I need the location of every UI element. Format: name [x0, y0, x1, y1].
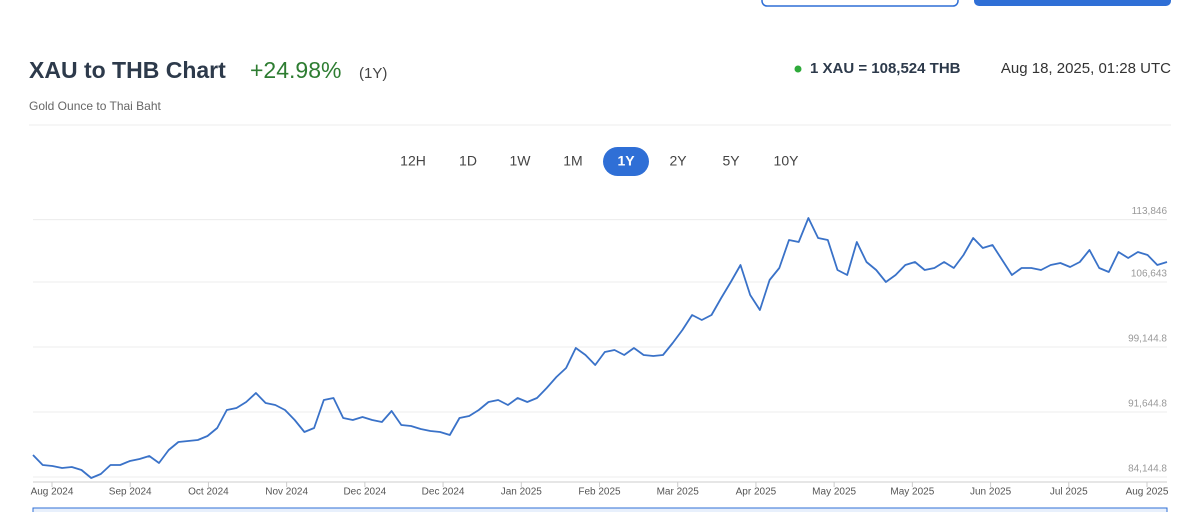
y-tick-label: 106,643	[1131, 269, 1168, 280]
x-tick-label: Oct 2024	[188, 487, 229, 498]
x-tick-label: Jul 2025	[1050, 487, 1088, 498]
tab[interactable]: 10Y	[774, 153, 800, 169]
rate: 1 XAU = 108,524 THB	[810, 60, 961, 77]
tab[interactable]: 12H	[400, 153, 426, 169]
tab[interactable]: 1D	[459, 153, 477, 169]
y-tick-label: 91,644.8	[1128, 399, 1167, 410]
x-tick-label: Jun 2025	[970, 487, 1012, 498]
x-tick-label: Jan 2025	[501, 487, 543, 498]
x-tick-label: May 2025	[812, 487, 856, 498]
x-tick-label: Dec 2024	[343, 487, 386, 498]
y-tick-label: 84,144.8	[1128, 464, 1167, 475]
plot: 84,144.8 91,644.8 99,144.8 106,643 113,846 Au…	[31, 206, 1169, 497]
navigator[interactable]	[32, 507, 1168, 512]
title: XAU to THB Chart	[29, 57, 226, 83]
period: (1Y)	[359, 65, 387, 82]
primary-button[interactable]	[974, 0, 1171, 6]
y-tick-label: 99,144.8	[1128, 334, 1167, 345]
x-tick-label: Aug 2025	[1126, 487, 1169, 498]
x-tick-label: Feb 2025	[578, 487, 621, 498]
tab-active-bg	[603, 147, 649, 176]
x-tick-label: Sep 2024	[109, 487, 152, 498]
tab[interactable]: 2Y	[669, 153, 687, 169]
tab[interactable]: 1Y	[617, 153, 635, 169]
change: +24.98%	[250, 57, 341, 83]
x-tick-label: Apr 2025	[736, 487, 777, 498]
y-tick-label: 113,846	[1132, 206, 1168, 217]
x-tick-label: Nov 2024	[265, 487, 308, 498]
tabs: 12H 1D 1W 1M 1Y 2Y 5Y 10Y	[400, 147, 799, 176]
secondary-button[interactable]	[761, 0, 959, 7]
x-tick-label: Aug 2024	[31, 487, 74, 498]
tab[interactable]: 1M	[563, 153, 582, 169]
status-dot	[794, 65, 802, 73]
timestamp: Aug 18, 2025, 01:28 UTC	[1001, 60, 1171, 77]
x-tick-label: Dec 2024	[422, 487, 465, 498]
tab[interactable]: 1W	[510, 153, 532, 169]
x-tick-label: May 2025	[890, 487, 934, 498]
price-line	[32, 217, 1168, 479]
x-tick-label: Mar 2025	[657, 487, 700, 498]
subtitle: Gold Ounce to Thai Baht	[29, 99, 162, 113]
tab[interactable]: 5Y	[722, 153, 740, 169]
